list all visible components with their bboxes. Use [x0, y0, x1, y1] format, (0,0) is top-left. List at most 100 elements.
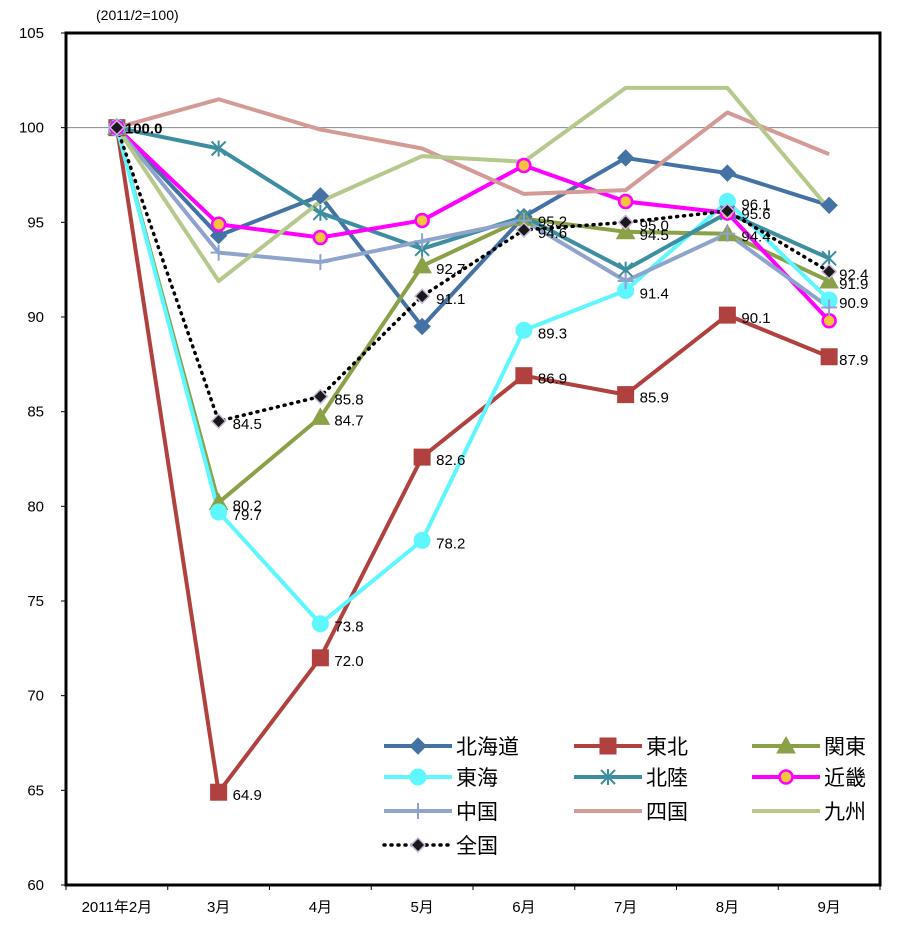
series-2-marker — [617, 386, 635, 404]
data-label: 95.6 — [741, 206, 770, 223]
series-6-marker — [516, 157, 532, 174]
data-label: 94.4 — [741, 229, 770, 246]
series-5-marker — [312, 204, 329, 221]
series-7-marker — [821, 299, 838, 316]
series-line-3 — [114, 127, 830, 505]
data-label: 64.9 — [233, 787, 262, 804]
series-4-marker — [413, 531, 431, 549]
unit-note: (2011/2=100) — [96, 7, 179, 23]
series-10-marker — [515, 221, 532, 238]
data-label: 90.1 — [741, 310, 770, 327]
data-label: 91.1 — [436, 291, 465, 308]
legend-marker-6 — [778, 769, 794, 785]
series-1-marker — [718, 164, 737, 182]
legend-marker-2 — [599, 737, 617, 755]
legend-marker-4 — [409, 768, 427, 786]
series-10-marker — [719, 202, 736, 220]
series-10-marker — [617, 214, 634, 231]
series-1-marker — [820, 196, 838, 215]
y-tick-label: 60 — [27, 877, 44, 894]
x-tick-label: 8月 — [716, 899, 739, 916]
series-7-marker — [312, 254, 329, 271]
data-label: 85.8 — [334, 392, 363, 409]
series-line-6 — [115, 126, 831, 323]
series-4-marker — [311, 615, 329, 633]
y-tick-label: 75 — [27, 593, 44, 610]
legend-label-2: 東北 — [646, 736, 688, 759]
y-tick-label: 105 — [19, 25, 44, 42]
series-10-marker — [414, 288, 431, 305]
series-7-marker — [414, 233, 431, 250]
series-6-marker — [617, 193, 634, 210]
series-2-marker — [413, 448, 431, 466]
marker-layer — [107, 117, 839, 801]
series-line-8 — [116, 97, 830, 196]
x-tick-label: 9月 — [817, 899, 840, 916]
series-line-4 — [114, 127, 831, 626]
data-label: 96.1 — [741, 197, 770, 214]
data-label: 92.7 — [436, 261, 465, 278]
y-tick-label: 80 — [27, 498, 44, 515]
series-2-marker — [311, 649, 329, 667]
data-label: 82.6 — [436, 452, 465, 469]
data-label: 95.2 — [538, 214, 567, 231]
series-5-marker — [210, 140, 227, 157]
series-7-marker — [617, 273, 634, 290]
data-label: 84.7 — [334, 412, 363, 429]
y-tick-label: 70 — [27, 688, 44, 705]
series-2-marker — [718, 306, 736, 324]
series-7-marker — [719, 225, 736, 242]
data-label: 72.0 — [334, 653, 363, 670]
data-label: 90.9 — [839, 295, 868, 312]
series-10-marker — [312, 388, 329, 405]
series-4-marker — [210, 503, 228, 521]
series-4-marker — [515, 321, 533, 339]
series-1-marker — [311, 187, 330, 205]
x-tick-label: 2011年2月 — [82, 899, 153, 916]
series-3-marker — [310, 407, 331, 425]
y-axis: 60 65 70 75 80 85 90 95 100 105 — [19, 25, 66, 894]
legend-label-10: 全国 — [456, 835, 498, 858]
data-label: 89.3 — [538, 325, 567, 342]
data-label: 91.4 — [640, 285, 669, 302]
legend-label-5: 北陸 — [646, 767, 688, 790]
legend-label-9: 九州 — [824, 801, 866, 824]
data-label: 85.9 — [640, 390, 669, 407]
legend-marker-7 — [410, 803, 426, 819]
series-line-9 — [115, 85, 831, 284]
data-label: 94.5 — [640, 227, 669, 244]
legend-label-1: 北海道 — [456, 736, 519, 759]
series-1-marker — [616, 149, 635, 167]
legend-marker-10 — [409, 836, 427, 854]
series-6-marker — [312, 229, 329, 246]
data-label: 73.8 — [334, 619, 363, 636]
series-1-marker — [209, 226, 228, 245]
y-tick-label: 90 — [27, 309, 44, 326]
data-label: 87.9 — [839, 352, 868, 369]
series-2-marker — [515, 367, 533, 385]
series-2-marker — [820, 348, 838, 366]
data-label: 95.0 — [640, 217, 669, 234]
series-10-marker — [108, 119, 125, 136]
data-label: 91.9 — [839, 276, 868, 293]
data-label: 84.5 — [233, 416, 262, 433]
data-label: 79.7 — [233, 507, 262, 524]
y-tick-label: 95 — [27, 214, 44, 231]
legend-label-4: 東海 — [456, 767, 498, 790]
data-label: 80.2 — [233, 498, 262, 515]
series-2-marker — [210, 783, 228, 801]
data-label: 86.9 — [538, 371, 567, 388]
y-tick-label: 65 — [27, 782, 44, 799]
legend-label-7: 中国 — [456, 801, 498, 824]
legend-marker-5 — [600, 769, 616, 785]
series-7-marker — [210, 244, 227, 261]
x-tick-label: 6月 — [512, 899, 535, 916]
data-label: 94.6 — [538, 225, 567, 242]
series-line-7 — [115, 126, 831, 310]
y-tick-label: 100 — [19, 120, 44, 137]
legend-label-8: 四国 — [646, 801, 688, 824]
series-3-marker — [615, 221, 636, 240]
